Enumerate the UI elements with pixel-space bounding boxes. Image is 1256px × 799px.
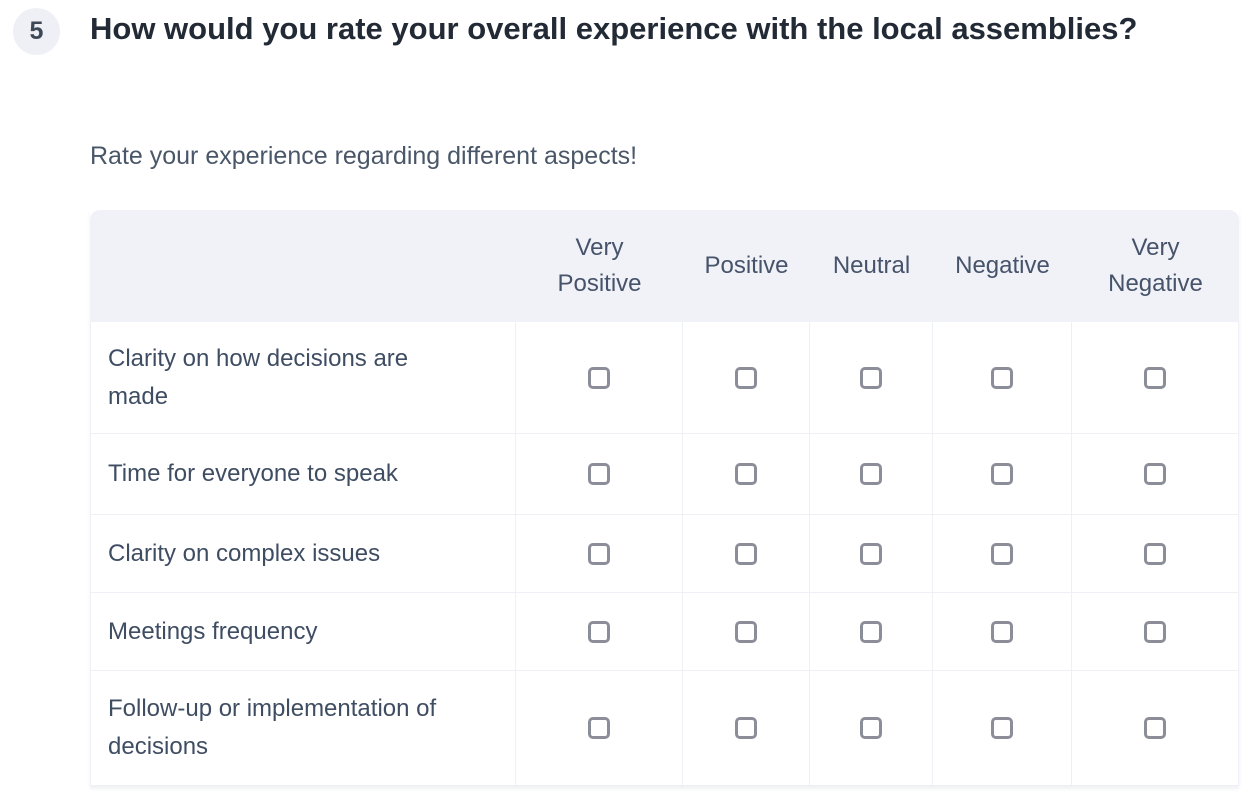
matrix-corner-cell <box>90 210 516 322</box>
checkbox-clarity-on-complex-issues-positive[interactable] <box>735 542 757 565</box>
row-label-time-for-everyone-to-speak: Time for everyone to speak <box>90 434 516 515</box>
checkbox-clarity-on-complex-issues-very-positive[interactable] <box>588 542 610 565</box>
checkbox-clarity-on-how-decisions-are-made-very-positive[interactable] <box>588 366 610 389</box>
row-label-meetings-frequency: Meetings frequency <box>90 593 516 671</box>
matrix-cell <box>810 593 933 671</box>
row-label-clarity-on-complex-issues-label: Clarity on complex issues <box>108 539 381 567</box>
checkbox-meetings-frequency-negative[interactable] <box>991 620 1013 643</box>
column-header-very-positive: Very Positive <box>516 210 683 322</box>
question-title: How would you rate your overall experien… <box>90 11 1138 46</box>
matrix-cell <box>683 434 810 515</box>
matrix-cell <box>810 322 933 434</box>
matrix-cell <box>1072 593 1239 671</box>
matrix-cell <box>1072 671 1239 786</box>
matrix-cell <box>516 515 683 593</box>
checkbox-clarity-on-how-decisions-are-made-negative[interactable] <box>991 366 1013 389</box>
checkbox-follow-up-or-implementation-of-decisions-neutral[interactable] <box>860 717 882 739</box>
matrix-cell <box>683 671 810 786</box>
matrix-cell <box>516 322 683 434</box>
column-header-very-negative: Very Negative <box>1072 210 1239 322</box>
checkbox-time-for-everyone-to-speak-very-positive[interactable] <box>588 463 610 485</box>
row-label-clarity-on-complex-issues: Clarity on complex issues <box>90 515 516 593</box>
matrix-cell <box>516 434 683 515</box>
row-label-time-for-everyone-to-speak-label: Time for everyone to speak <box>108 460 398 487</box>
column-header-positive: Positive <box>683 210 810 322</box>
checkbox-follow-up-or-implementation-of-decisions-very-negative[interactable] <box>1144 717 1166 739</box>
matrix-cell <box>933 593 1072 671</box>
row-label-follow-up-or-implementation-of-decisions: Follow-up or implementation of decisions <box>90 671 516 786</box>
checkbox-follow-up-or-implementation-of-decisions-negative[interactable] <box>991 717 1013 739</box>
checkbox-clarity-on-how-decisions-are-made-very-negative[interactable] <box>1144 366 1166 389</box>
column-header-neutral-label: Neutral <box>832 252 911 279</box>
checkbox-clarity-on-how-decisions-are-made-neutral[interactable] <box>860 366 882 389</box>
checkbox-meetings-frequency-neutral[interactable] <box>860 620 882 643</box>
matrix-cell <box>516 671 683 786</box>
question-number-badge: 5 <box>13 8 60 55</box>
checkbox-clarity-on-complex-issues-very-negative[interactable] <box>1144 542 1166 565</box>
row-label-follow-up-or-implementation-of-decisions-label: Follow-up or implementation of decisions <box>108 695 437 760</box>
column-header-negative: Negative <box>933 210 1072 322</box>
row-label-meetings-frequency-label: Meetings frequency <box>108 617 318 645</box>
column-header-very-negative-label: Very Negative <box>1108 234 1203 297</box>
matrix-cell <box>683 322 810 434</box>
checkbox-clarity-on-complex-issues-negative[interactable] <box>991 542 1013 565</box>
checkbox-meetings-frequency-positive[interactable] <box>735 620 757 643</box>
matrix-cell <box>810 515 933 593</box>
matrix-cell <box>516 593 683 671</box>
row-label-clarity-on-how-decisions-are-made: Clarity on how decisions are made <box>90 322 516 434</box>
checkbox-time-for-everyone-to-speak-very-negative[interactable] <box>1144 463 1166 485</box>
matrix-cell <box>1072 434 1239 515</box>
matrix-cell <box>1072 515 1239 593</box>
matrix-cell <box>810 671 933 786</box>
checkbox-clarity-on-complex-issues-neutral[interactable] <box>860 542 882 565</box>
checkbox-follow-up-or-implementation-of-decisions-positive[interactable] <box>735 717 757 739</box>
checkbox-time-for-everyone-to-speak-neutral[interactable] <box>860 463 882 485</box>
question-subtitle: Rate your experience regarding different… <box>90 142 638 170</box>
question-number: 5 <box>29 17 44 45</box>
column-header-very-positive-label: Very Positive <box>557 234 642 297</box>
matrix-cell <box>1072 322 1239 434</box>
column-header-positive-label: Positive <box>704 252 789 279</box>
matrix-cell <box>810 434 933 515</box>
matrix-cell <box>933 434 1072 515</box>
checkbox-time-for-everyone-to-speak-positive[interactable] <box>735 463 757 485</box>
matrix-cell <box>683 593 810 671</box>
checkbox-meetings-frequency-very-negative[interactable] <box>1144 620 1166 643</box>
column-header-negative-label: Negative <box>955 252 1050 279</box>
row-label-clarity-on-how-decisions-are-made-label: Clarity on how decisions are made <box>108 344 409 410</box>
checkbox-clarity-on-how-decisions-are-made-positive[interactable] <box>735 366 757 389</box>
rating-matrix-table: Very Positive Positive Neutral Negative Very… <box>90 210 1239 786</box>
checkbox-meetings-frequency-very-positive[interactable] <box>588 620 610 643</box>
checkbox-time-for-everyone-to-speak-negative[interactable] <box>991 463 1013 485</box>
matrix-cell <box>933 671 1072 786</box>
matrix-cell <box>683 515 810 593</box>
matrix-cell <box>933 515 1072 593</box>
column-header-neutral: Neutral <box>810 210 933 322</box>
checkbox-follow-up-or-implementation-of-decisions-very-positive[interactable] <box>588 717 610 739</box>
matrix-cell <box>933 322 1072 434</box>
